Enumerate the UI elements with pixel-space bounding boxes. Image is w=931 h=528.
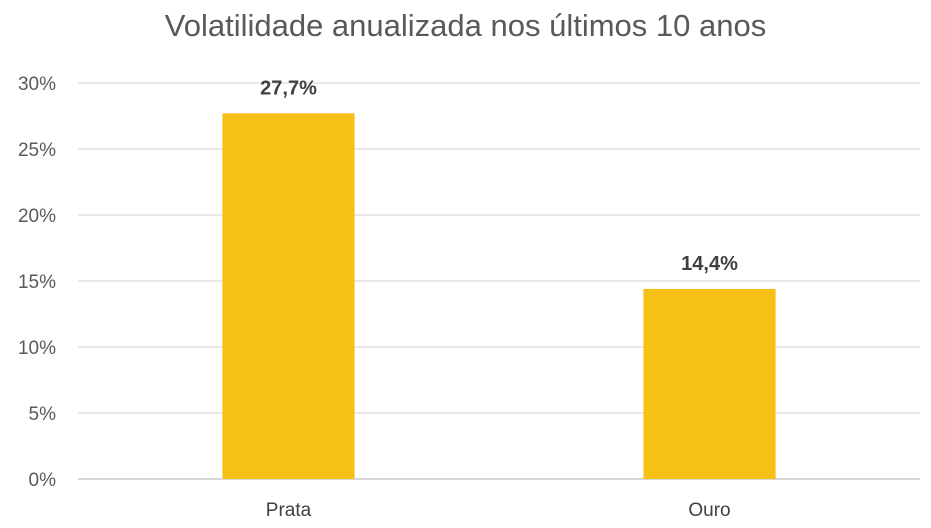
data-label: 14,4%: [681, 253, 738, 275]
y-axis-tick-labels: 0% 5% 10% 15% 20% 25% 30%: [18, 74, 56, 491]
chart-title: Volatilidade anualizada nos últimos 10 a…: [164, 8, 767, 43]
x-category-label: Ouro: [688, 500, 730, 521]
data-labels: 27,7% 14,4%: [260, 77, 738, 275]
gridlines: [78, 82, 920, 480]
x-category-label: Prata: [266, 500, 312, 521]
bars: [222, 113, 776, 480]
y-tick-label: 20%: [18, 206, 56, 227]
bar-ouro: [643, 288, 776, 479]
y-tick-label: 0%: [29, 470, 57, 491]
y-tick-label: 25%: [18, 140, 56, 161]
y-tick-label: 5%: [29, 404, 57, 425]
y-tick-label: 15%: [18, 272, 56, 293]
y-tick-label: 30%: [18, 74, 56, 95]
x-axis-category-labels: Prata Ouro: [266, 500, 731, 521]
bar-prata: [222, 113, 355, 480]
y-tick-label: 10%: [18, 338, 56, 359]
data-label: 27,7%: [260, 77, 317, 99]
